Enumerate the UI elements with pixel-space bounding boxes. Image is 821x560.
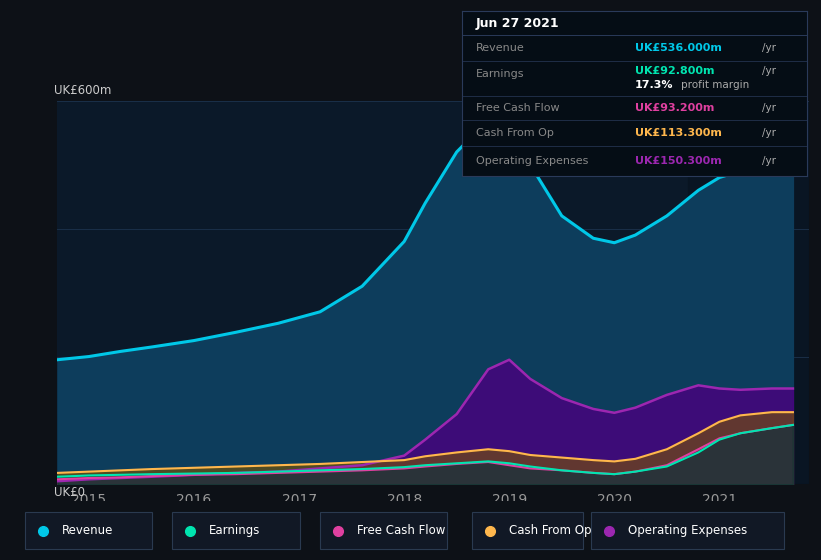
FancyBboxPatch shape bbox=[25, 512, 152, 549]
Text: Earnings: Earnings bbox=[476, 69, 525, 80]
Text: 17.3%: 17.3% bbox=[635, 80, 673, 90]
Text: Free Cash Flow: Free Cash Flow bbox=[357, 524, 446, 537]
FancyBboxPatch shape bbox=[591, 512, 784, 549]
FancyBboxPatch shape bbox=[472, 512, 583, 549]
Text: Operating Expenses: Operating Expenses bbox=[476, 156, 589, 166]
FancyBboxPatch shape bbox=[320, 512, 447, 549]
Text: Free Cash Flow: Free Cash Flow bbox=[476, 103, 560, 113]
Text: Revenue: Revenue bbox=[476, 43, 525, 53]
Text: profit margin: profit margin bbox=[681, 80, 750, 90]
Bar bbox=[688, 101, 809, 484]
Text: Earnings: Earnings bbox=[209, 524, 261, 537]
Text: Operating Expenses: Operating Expenses bbox=[628, 524, 747, 537]
Text: Cash From Op: Cash From Op bbox=[509, 524, 591, 537]
Text: /yr: /yr bbox=[762, 43, 776, 53]
Text: UK£0: UK£0 bbox=[53, 486, 85, 500]
Text: UK£150.300m: UK£150.300m bbox=[635, 156, 722, 166]
Text: UK£113.300m: UK£113.300m bbox=[635, 128, 722, 138]
Text: Jun 27 2021: Jun 27 2021 bbox=[476, 17, 560, 30]
Text: /yr: /yr bbox=[762, 128, 776, 138]
FancyBboxPatch shape bbox=[172, 512, 300, 549]
Text: /yr: /yr bbox=[762, 103, 776, 113]
Text: UK£600m: UK£600m bbox=[53, 84, 111, 97]
Text: UK£93.200m: UK£93.200m bbox=[635, 103, 714, 113]
Text: UK£92.800m: UK£92.800m bbox=[635, 67, 714, 77]
Text: /yr: /yr bbox=[762, 156, 776, 166]
Text: UK£536.000m: UK£536.000m bbox=[635, 43, 722, 53]
Text: Cash From Op: Cash From Op bbox=[476, 128, 554, 138]
Text: Revenue: Revenue bbox=[62, 524, 113, 537]
Text: /yr: /yr bbox=[762, 67, 776, 77]
